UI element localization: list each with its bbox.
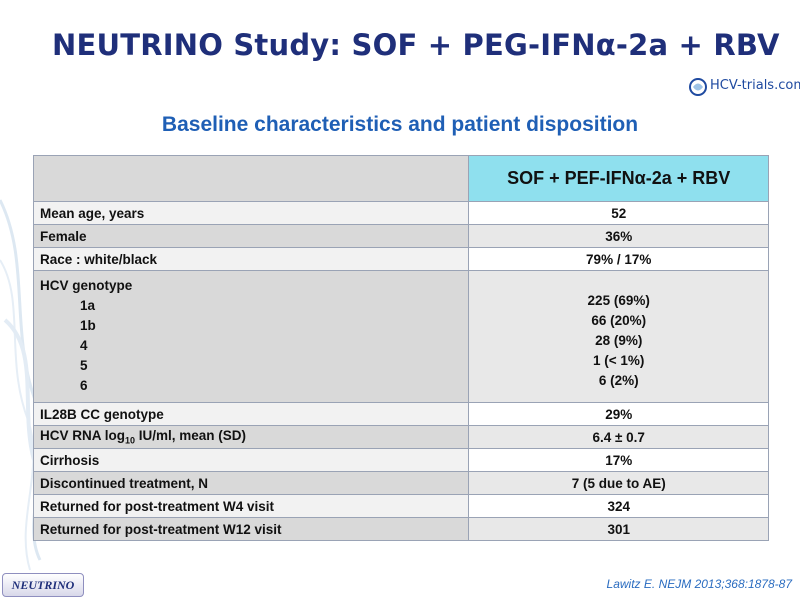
row-value: 29% xyxy=(468,402,769,426)
genotype-item-value: 225 (69%) xyxy=(587,293,650,308)
table-row: Discontinued treatment, N 7 (5 due to AE… xyxy=(32,471,769,495)
row-value: 52 xyxy=(468,201,769,225)
label-post: IU/ml, mean (SD) xyxy=(135,428,247,444)
genotype-item-label: 6 xyxy=(80,378,88,393)
row-label: Cirrhosis xyxy=(32,448,470,472)
genotype-labels: HCV genotype 1a 1b 4 5 6 xyxy=(32,270,470,403)
header-empty-cell xyxy=(32,155,470,202)
row-value: 6.4 ± 0.7 xyxy=(468,425,769,449)
table-row: Returned for post-treatment W12 visit 30… xyxy=(32,517,769,541)
genotype-item-label: 5 xyxy=(80,358,88,373)
neutrino-badge: NEUTRINO xyxy=(2,573,84,597)
column-header: SOF + PEF-IFNα-2a + RBV xyxy=(468,155,769,202)
logo-icon xyxy=(689,78,707,96)
hcv-trials-logo: HCV-trials.com xyxy=(688,76,800,98)
label-subscript: 10 xyxy=(125,435,136,446)
genotype-item-value: 6 (2%) xyxy=(598,373,639,388)
row-label: Female xyxy=(32,224,470,248)
genotype-values: 225 (69%) 66 (20%) 28 (9%) 1 (< 1%) 6 (2… xyxy=(468,270,769,403)
table-row: HCV RNA log10 IU/ml, mean (SD) 6.4 ± 0.7 xyxy=(32,425,769,449)
row-value: 301 xyxy=(468,517,769,541)
table-row: Race : white/black 79% / 17% xyxy=(32,247,769,271)
table-row: Cirrhosis 17% xyxy=(32,448,769,472)
row-label: Mean age, years xyxy=(32,201,470,225)
genotype-item-value: 1 (< 1%) xyxy=(593,353,645,368)
genotype-item-label: 1a xyxy=(80,298,96,313)
table-row: IL28B CC genotype 29% xyxy=(32,402,769,426)
genotype-heading: HCV genotype xyxy=(40,278,133,293)
slide-subtitle: Baseline characteristics and patient dis… xyxy=(161,113,639,136)
genotype-item-label: 1b xyxy=(80,318,96,333)
row-value: 7 (5 due to AE) xyxy=(468,471,769,495)
row-value: 17% xyxy=(468,448,769,472)
table-row: Returned for post-treatment W4 visit 324 xyxy=(32,494,769,518)
row-label: HCV RNA log10 IU/ml, mean (SD) xyxy=(32,425,470,449)
label-pre: HCV RNA log xyxy=(40,428,125,444)
baseline-table: SOF + PEF-IFNα-2a + RBV Mean age, years … xyxy=(32,155,769,541)
row-value: 79% / 17% xyxy=(468,247,769,271)
row-value: 36% xyxy=(468,224,769,248)
row-value: 324 xyxy=(468,494,769,518)
genotype-item-label: 4 xyxy=(80,338,88,353)
row-label: Returned for post-treatment W4 visit xyxy=(32,494,470,518)
row-label: Discontinued treatment, N xyxy=(32,471,470,495)
table-row: Female 36% xyxy=(32,224,769,248)
row-label: Returned for post-treatment W12 visit xyxy=(32,517,470,541)
row-label: IL28B CC genotype xyxy=(32,402,470,426)
logo-text: HCV-trials.com xyxy=(710,78,800,93)
slide-title: NEUTRINO Study: SOF + PEG-IFNα-2a + RBV xyxy=(52,28,780,62)
table-header-row: SOF + PEF-IFNα-2a + RBV xyxy=(32,155,769,202)
genotype-item-value: 66 (20%) xyxy=(591,313,647,328)
citation: Lawitz E. NEJM 2013;368:1878-87 xyxy=(606,577,792,591)
table-row: Mean age, years 52 xyxy=(32,201,769,225)
genotype-item-value: 28 (9%) xyxy=(595,333,643,348)
genotype-row: HCV genotype 1a 1b 4 5 6 225 (69%) 66 (2… xyxy=(32,270,769,403)
row-label: Race : white/black xyxy=(32,247,470,271)
